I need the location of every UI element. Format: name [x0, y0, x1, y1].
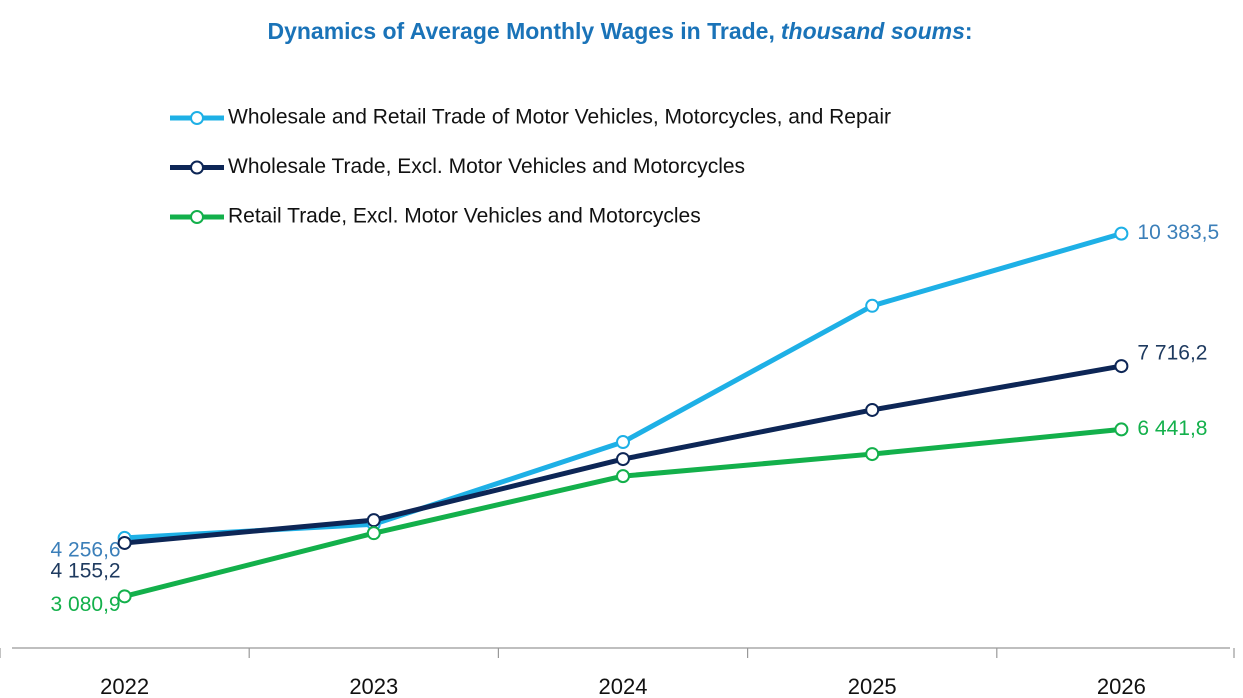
data-point — [1114, 226, 1129, 241]
legend-marker — [190, 210, 204, 224]
x-tick-label: 2024 — [599, 674, 648, 698]
data-point — [865, 447, 880, 462]
title-unit: thousand soums — [781, 18, 965, 44]
data-point — [117, 589, 132, 604]
data-label: 3 080,9 — [51, 593, 121, 616]
x-tick-label: 2022 — [100, 674, 149, 698]
data-point — [865, 298, 880, 313]
data-point — [117, 535, 132, 550]
legend-label: Wholesale and Retail Trade of Motor Vehi… — [228, 106, 891, 129]
series-line — [124, 231, 1123, 541]
data-label: 4 256,6 — [51, 538, 121, 561]
chart-title: Dynamics of Average Monthly Wages in Tra… — [267, 18, 972, 44]
data-point — [366, 513, 381, 528]
x-tick-label: 2023 — [349, 674, 398, 698]
legend-label: Wholesale Trade, Excl. Motor Vehicles an… — [228, 155, 745, 178]
data-point — [616, 452, 630, 467]
legend-marker — [190, 111, 204, 125]
data-point — [1114, 422, 1129, 437]
title-text: Dynamics of Average Monthly Wages in Tra… — [267, 18, 774, 44]
data-label: 6 441,8 — [1137, 417, 1207, 440]
legend-marker — [190, 160, 204, 175]
x-tick-label: 2025 — [848, 674, 897, 698]
data-point — [616, 435, 630, 450]
title-colon: : — [965, 18, 973, 44]
data-point — [1114, 359, 1129, 374]
data-label: 10 383,5 — [1137, 221, 1219, 244]
data-point — [865, 402, 880, 417]
data-point — [366, 526, 381, 541]
legend-label: Retail Trade, Excl. Motor Vehicles and M… — [228, 205, 701, 228]
data-label: 7 716,2 — [1137, 342, 1207, 365]
x-tick-label: 2026 — [1097, 674, 1146, 698]
data-label: 4 155,2 — [51, 560, 121, 583]
data-point — [616, 469, 630, 484]
